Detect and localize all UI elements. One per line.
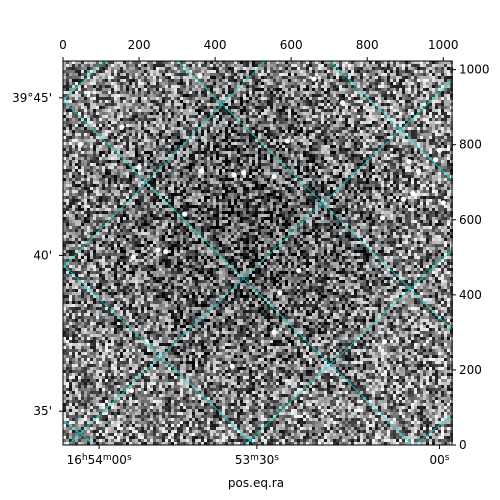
- bright-source: [182, 211, 188, 217]
- ra-minutes: 54: [88, 453, 103, 467]
- x-tick-label: 0: [59, 38, 67, 52]
- x-tick-label: 400: [204, 38, 227, 52]
- bottom-ra-axis: 16h54m00s 53m30s 00s: [67, 445, 450, 467]
- top-pixel-axis: 0 200 400 600 800 1000: [59, 38, 459, 61]
- ra-seconds: 00: [429, 453, 444, 467]
- grid-line: [62, 264, 256, 446]
- y-tick-label: 0: [459, 438, 467, 452]
- ra-m-unit: m: [103, 453, 112, 463]
- y-tick-label: 800: [459, 138, 482, 152]
- grid-line: [62, 99, 413, 446]
- bright-source: [433, 157, 439, 163]
- bright-source: [379, 215, 386, 221]
- x-tick-label: 200: [128, 38, 151, 52]
- bright-source: [406, 158, 412, 165]
- bright-source: [197, 72, 203, 78]
- ra-s-unit: s: [274, 453, 279, 463]
- bright-source: [241, 170, 247, 176]
- bright-source: [400, 196, 406, 202]
- bright-sources: [77, 72, 446, 394]
- ra-m-unit: m: [250, 453, 259, 463]
- image-panel: [62, 60, 453, 446]
- ra-h-unit: h: [82, 453, 88, 463]
- y-tick-label: 400: [459, 288, 482, 302]
- bright-source: [436, 147, 443, 153]
- grid-line: [62, 60, 106, 101]
- y-tick-label: 600: [459, 213, 482, 227]
- ra-s-unit: s: [127, 453, 132, 463]
- ra-minutes: 53: [235, 453, 250, 467]
- ra-s-unit: s: [445, 453, 450, 463]
- y-tick-label: 1000: [459, 63, 490, 77]
- grid-line: [67, 80, 453, 446]
- right-pixel-axis: 0 200 400 600 800 1000: [452, 63, 490, 452]
- dec-tick-label: 39°45': [12, 91, 52, 105]
- dec-tick-label: 35': [33, 404, 52, 418]
- plot-frame: [62, 60, 453, 446]
- bright-source: [410, 190, 416, 197]
- bright-source: [381, 339, 387, 345]
- bright-source: [130, 254, 136, 260]
- bright-source: [440, 200, 446, 206]
- ra-tick-label: 00s: [429, 453, 449, 467]
- bright-source: [144, 339, 150, 345]
- x-tick-label: 800: [356, 38, 379, 52]
- bright-source: [199, 168, 205, 174]
- ra-seconds: 30: [259, 453, 274, 467]
- grid-line: [62, 419, 96, 446]
- x-tick-label: 1000: [428, 38, 459, 52]
- dec-tick-label: 40': [33, 248, 52, 262]
- bright-source: [271, 329, 277, 335]
- bright-source: [136, 164, 142, 170]
- bright-source: [128, 387, 135, 394]
- ra-hours: 16: [67, 453, 82, 467]
- bright-source: [296, 267, 302, 274]
- grid-line: [329, 60, 453, 181]
- grid-line: [414, 414, 453, 446]
- y-tick-label: 200: [459, 363, 482, 377]
- x-axis-label: pos.eq.ra: [228, 476, 284, 490]
- bright-source: [229, 363, 235, 369]
- ra-tick-label: 53m30s: [235, 453, 279, 467]
- bright-source: [415, 168, 422, 174]
- noise-texture: [63, 61, 453, 445]
- grid-line: [62, 60, 266, 269]
- bright-source: [339, 100, 346, 106]
- ra-tick-label: 16h54m00s: [67, 453, 132, 467]
- bright-source: [119, 124, 125, 130]
- ra-seconds: 00: [112, 453, 127, 467]
- coordinate-grid: [62, 60, 453, 446]
- bright-source: [163, 249, 169, 255]
- bright-source: [277, 290, 283, 296]
- bright-source: [284, 138, 290, 144]
- bright-source: [77, 142, 83, 148]
- grid-line: [244, 249, 453, 446]
- bright-source: [311, 76, 317, 82]
- bright-source: [155, 247, 161, 253]
- x-tick-label: 600: [280, 38, 303, 52]
- left-dec-axis: 39°45' 40' 35': [12, 91, 63, 418]
- bright-source: [271, 174, 277, 180]
- grid-line: [177, 60, 453, 331]
- bright-source: [231, 172, 237, 178]
